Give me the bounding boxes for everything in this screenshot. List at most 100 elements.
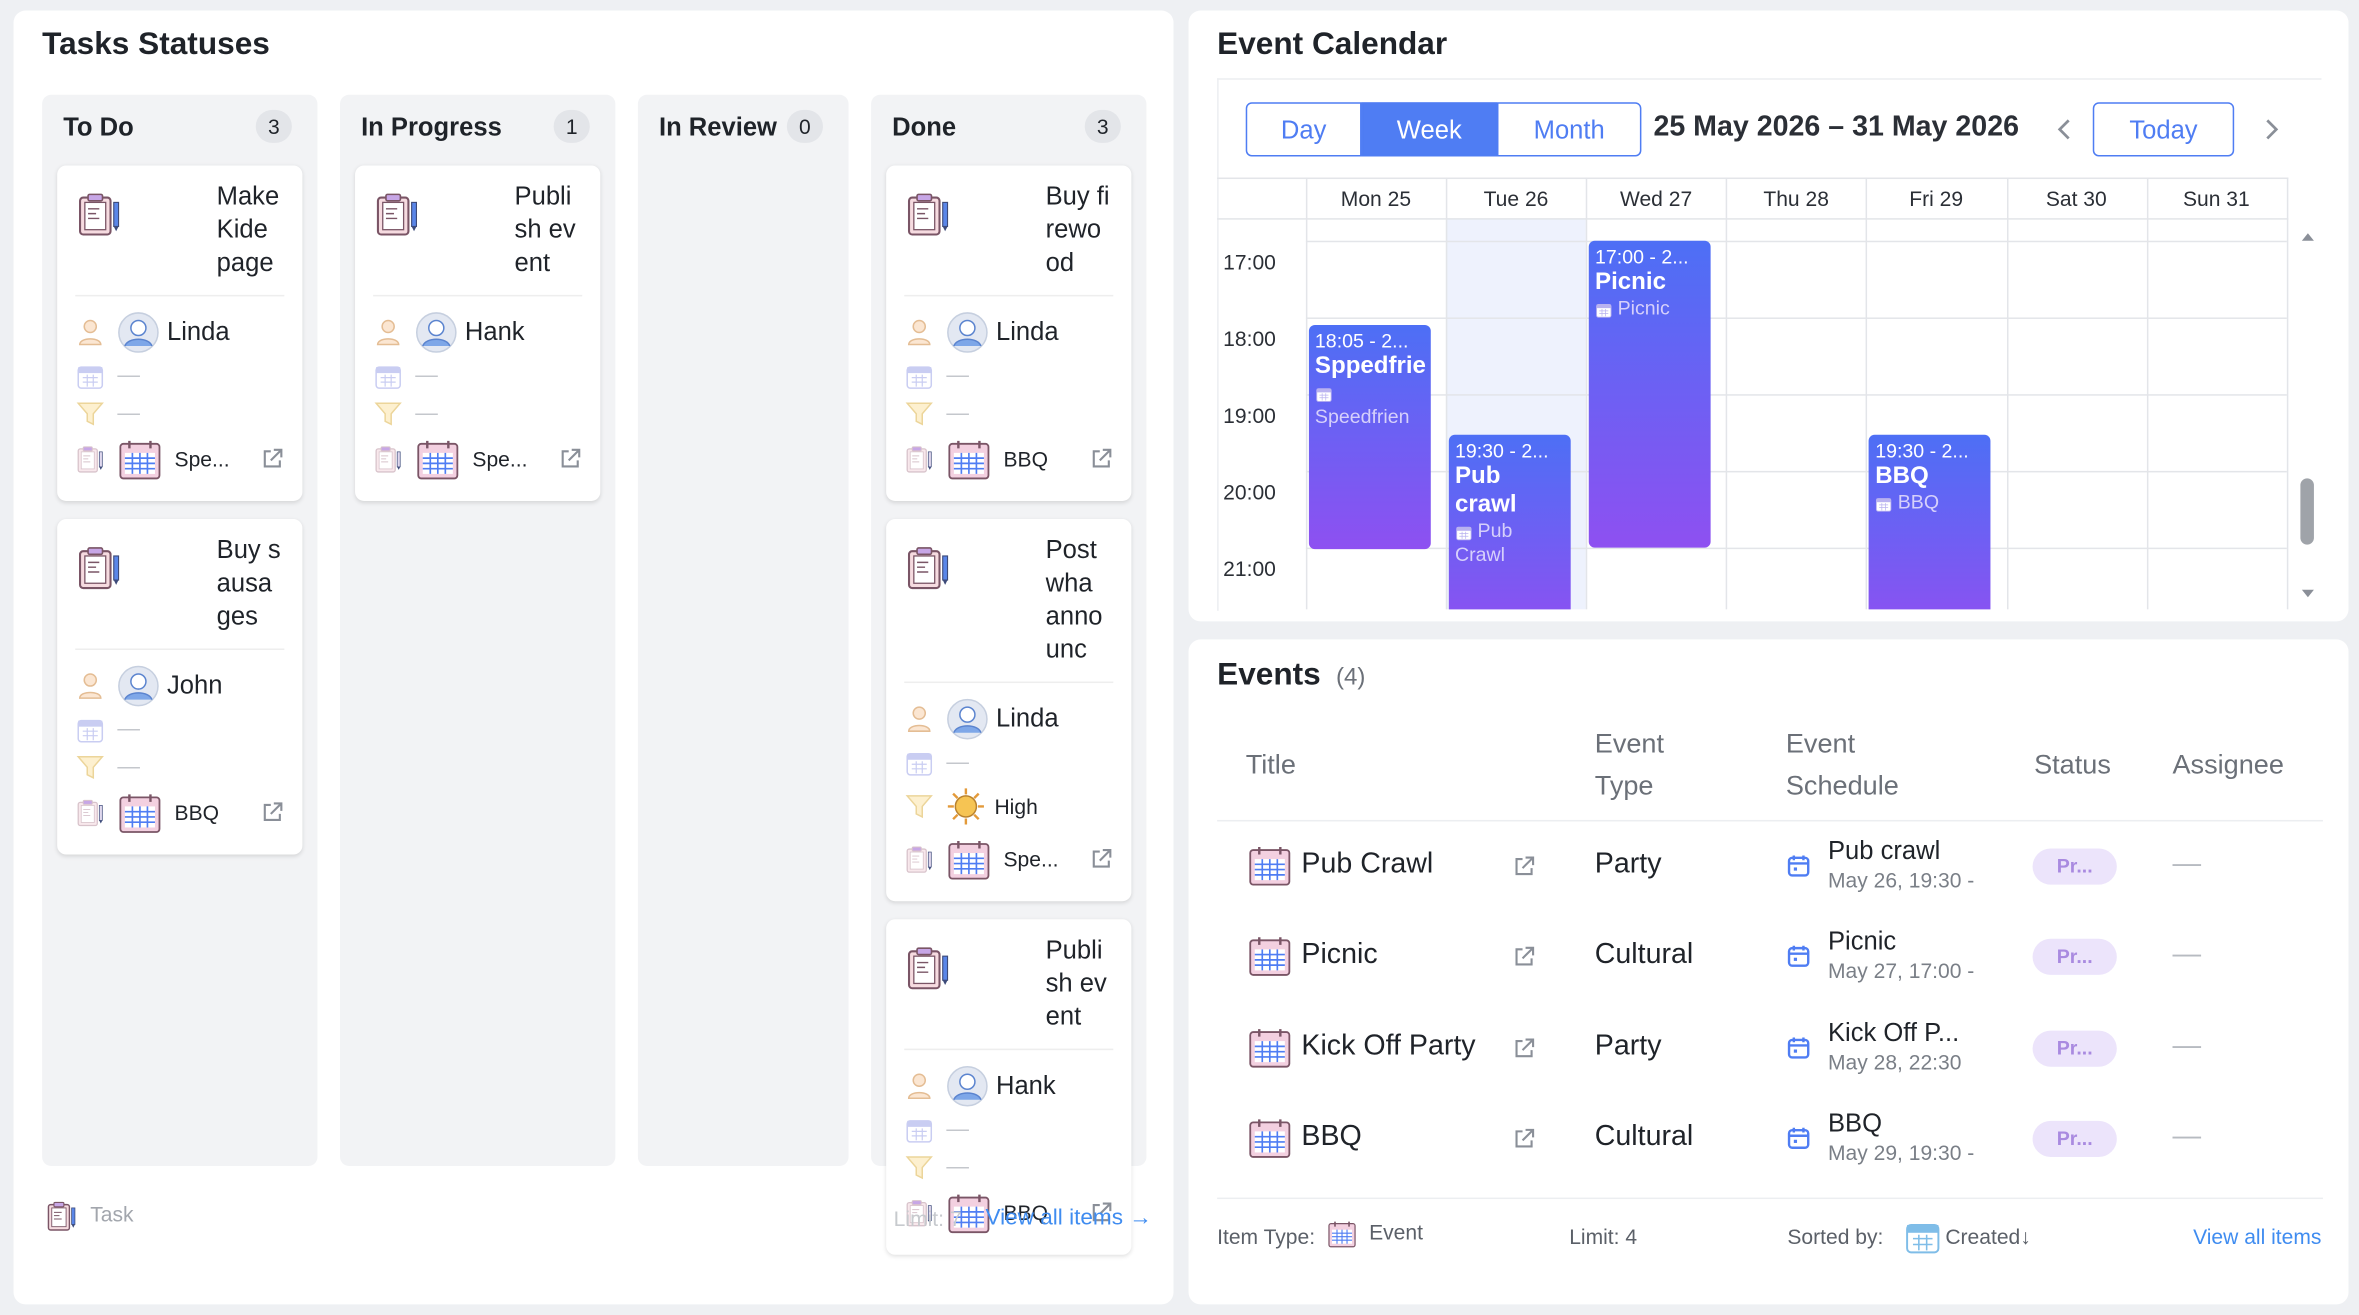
today-button[interactable]: Today xyxy=(2092,102,2235,157)
icon-part xyxy=(1316,387,1332,402)
schedule-title: Kick Off P... xyxy=(1827,1018,1960,1047)
scroll-up[interactable] xyxy=(2300,230,2315,242)
icon-part xyxy=(906,1119,933,1142)
next-button[interactable] xyxy=(2263,117,2281,141)
open-link[interactable] xyxy=(1512,1036,1536,1060)
icon-part xyxy=(88,208,100,220)
icon-part xyxy=(53,1201,65,1208)
icon-part xyxy=(912,455,920,463)
view-button[interactable]: Week xyxy=(1361,102,1497,157)
task-card[interactable]: Publish event Hank — — BBQ xyxy=(886,919,1132,1255)
card-title: Buy firewood xyxy=(1045,182,1110,277)
event-title[interactable]: Picnic xyxy=(1301,939,1378,971)
open-link[interactable] xyxy=(1089,447,1113,471)
date: — xyxy=(415,362,438,389)
task-card[interactable]: Make Kide page Linda — — Spe... xyxy=(57,165,303,501)
icon-part xyxy=(1521,1129,1535,1142)
icon-part xyxy=(118,312,159,353)
view-button[interactable]: Month xyxy=(1496,102,1642,157)
sorted-by[interactable]: Created↓ xyxy=(1945,1224,2031,1249)
calendar-event[interactable]: 18:05 - 2... Sppedfrie Speedfrien xyxy=(1308,324,1431,550)
event-title[interactable]: Pub Crawl xyxy=(1301,848,1434,881)
task-card[interactable]: Buy firewood Linda — — BBQ xyxy=(886,165,1132,501)
assignee: Hank xyxy=(464,317,525,347)
icon-part xyxy=(2301,589,2314,598)
icon-part xyxy=(927,451,932,468)
day-header: Sat 30 xyxy=(2045,186,2107,211)
column-count: 1 xyxy=(553,109,590,143)
day-header: Thu 28 xyxy=(1763,186,1829,211)
column-line xyxy=(1866,177,1868,610)
hour-line xyxy=(1305,470,2287,473)
open-link[interactable] xyxy=(260,800,284,824)
card-body: Linda — — Spe... xyxy=(75,296,284,486)
view-all-link[interactable]: View all items → xyxy=(985,1205,1152,1231)
open-link[interactable] xyxy=(1089,1201,1113,1225)
icon-part xyxy=(376,193,418,236)
icon-part xyxy=(561,450,579,468)
icon-part xyxy=(1099,848,1112,862)
status-pill: Pr... xyxy=(2032,848,2117,885)
view-all-link[interactable]: View all items xyxy=(2193,1224,2322,1249)
card-title-row: Buy firewood xyxy=(904,181,1114,297)
icon-part xyxy=(1456,526,1472,540)
icon-part xyxy=(374,401,402,425)
icon-part xyxy=(906,365,933,389)
icon-part xyxy=(1092,1204,1110,1222)
open-link[interactable] xyxy=(1512,855,1536,879)
scroll-down[interactable] xyxy=(2300,588,2315,600)
icon-part xyxy=(270,448,283,462)
icon-part xyxy=(906,446,932,473)
calendar-event[interactable]: 19:30 - 2... BBQ BBQ xyxy=(1869,434,1992,610)
icon-part xyxy=(124,806,155,828)
icon-part xyxy=(1787,1038,1810,1059)
icon-part xyxy=(263,448,283,468)
icon-part xyxy=(53,1211,62,1220)
event-title[interactable]: BBQ xyxy=(1301,1121,1362,1153)
icon-part xyxy=(113,580,119,585)
open-link[interactable] xyxy=(1512,1127,1536,1151)
prev-button[interactable] xyxy=(2055,117,2073,141)
open-link[interactable] xyxy=(1089,847,1113,871)
event-field-icon xyxy=(373,444,403,474)
sort-icon xyxy=(1903,1217,1942,1256)
open-link[interactable] xyxy=(1512,945,1536,969)
assignee-icon xyxy=(904,704,934,734)
icon-part xyxy=(1515,1129,1535,1148)
hour-label: 21:00 xyxy=(1223,556,1276,581)
assignee: John xyxy=(166,671,223,700)
assignee: — xyxy=(2172,1121,2202,1153)
icon-part xyxy=(124,692,153,700)
task-card[interactable]: Publish event Hank — — Spe... xyxy=(355,165,601,501)
card-body: John — — BBQ xyxy=(75,650,284,840)
open-link[interactable] xyxy=(260,447,284,471)
day-header: Sun 31 xyxy=(2182,186,2250,211)
limit: Limit: 7 xyxy=(893,1206,962,1231)
calendar-event[interactable]: 19:30 - 2... Pub crawl Pub Crawl xyxy=(1448,434,1571,610)
icon-part xyxy=(567,448,581,462)
icon-part xyxy=(2057,119,2070,140)
icon-part xyxy=(942,580,948,585)
view-button[interactable]: Day xyxy=(1245,102,1362,157)
event-field-icon xyxy=(904,1198,934,1228)
hour-line xyxy=(1305,394,2287,396)
column-line xyxy=(2286,177,2288,610)
icon-part xyxy=(88,561,100,573)
card-title: Buy sausages xyxy=(216,535,281,631)
event-icon xyxy=(415,436,460,481)
event-icon xyxy=(1247,1024,1292,1069)
task-card[interactable]: Post wha announc Linda — High Spe... xyxy=(886,519,1132,902)
icon-part xyxy=(912,706,927,720)
calendar-event[interactable]: 17:00 - 2... Picnic Picnic xyxy=(1589,240,1712,548)
event-time: 19:30 - 2... xyxy=(1875,439,1969,462)
icon-part xyxy=(912,1073,927,1088)
icon-part xyxy=(1521,856,1535,869)
avatar xyxy=(117,311,159,353)
open-link[interactable] xyxy=(558,447,582,471)
icon-part xyxy=(124,338,153,347)
event-title: Sppedfrie xyxy=(1314,353,1426,380)
task-card[interactable]: Buy sausages John — — BBQ xyxy=(57,519,303,855)
event-title[interactable]: Kick Off Party xyxy=(1301,1030,1476,1062)
date-icon xyxy=(904,360,934,390)
icon-part xyxy=(2266,119,2279,140)
